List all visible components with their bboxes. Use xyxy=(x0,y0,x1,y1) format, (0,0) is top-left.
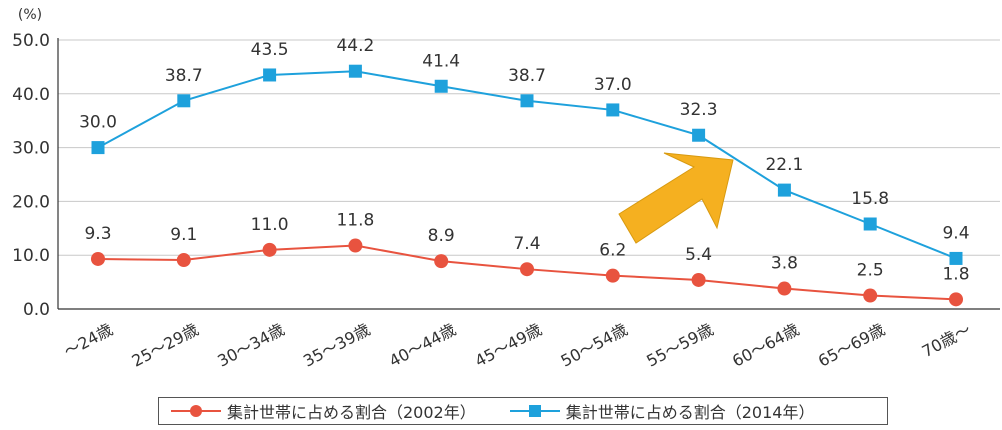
point-square-marker xyxy=(520,94,534,108)
y-tick-label: 0.0 xyxy=(23,300,50,320)
data-label: 11.0 xyxy=(251,215,289,235)
data-label: 7.4 xyxy=(513,234,540,254)
data-labels: 9.3 9.1 11.0 11.8 8.9 7.4 6.2 5.4 3.8 2.5 1.8 30.0 3… xyxy=(79,36,969,284)
point-square-marker xyxy=(692,128,706,142)
data-label: 8.9 xyxy=(428,226,455,246)
legend-label-2014: 集計世帯に占める割合（2014年） xyxy=(565,403,815,422)
y-tick-label: 20.0 xyxy=(12,192,50,212)
data-label: 9.1 xyxy=(170,225,197,245)
point-circle-marker xyxy=(863,288,878,303)
data-label: 3.8 xyxy=(771,254,798,274)
gridlines xyxy=(58,39,1000,256)
x-tick-label: 30〜34歳 xyxy=(214,320,287,371)
legend-label-2002: 集計世帯に占める割合（2002年） xyxy=(227,403,476,422)
point-square-marker xyxy=(348,64,362,78)
data-label: 22.1 xyxy=(765,155,803,175)
legend-square-icon xyxy=(528,405,541,417)
point-circle-marker xyxy=(777,281,792,296)
x-tick-label: 50〜54歳 xyxy=(558,320,631,371)
annotation-arrow xyxy=(618,152,734,244)
point-square-marker xyxy=(606,103,620,117)
y-tick-label: 10.0 xyxy=(12,246,50,266)
point-circle-marker xyxy=(605,268,620,283)
data-label: 9.3 xyxy=(84,224,111,244)
data-label: 43.5 xyxy=(251,40,289,60)
x-tick-label: 55〜59歳 xyxy=(643,320,716,371)
point-circle-marker xyxy=(262,242,277,257)
point-square-marker xyxy=(91,141,105,155)
point-square-marker xyxy=(949,251,963,265)
legend-marker-square xyxy=(509,401,560,421)
x-tick-label: 45〜49歳 xyxy=(472,320,545,371)
x-tick-label: 60〜64歳 xyxy=(729,320,802,371)
data-label: 5.4 xyxy=(685,245,712,265)
y-unit-label: (%) xyxy=(18,7,42,23)
point-square-marker xyxy=(177,94,191,108)
point-square-marker xyxy=(863,217,877,231)
y-tick-label: 50.0 xyxy=(12,31,50,51)
point-square-marker xyxy=(263,68,277,82)
point-circle-marker xyxy=(949,292,963,307)
point-circle-marker xyxy=(348,238,363,253)
data-label: 11.8 xyxy=(336,211,374,231)
x-tick-label: 65〜69歳 xyxy=(815,320,888,371)
data-label: 15.8 xyxy=(851,189,889,209)
x-tick-label: 〜24歳 xyxy=(61,320,116,361)
data-label: 6.2 xyxy=(599,241,626,261)
trend-arrow-icon xyxy=(618,152,734,244)
y-tick-label: 40.0 xyxy=(12,85,50,105)
legend-item-2014: 集計世帯に占める割合（2014年） xyxy=(498,398,815,424)
y-tick-label: 30.0 xyxy=(12,139,50,159)
point-circle-marker xyxy=(520,262,534,277)
data-label: 44.2 xyxy=(336,36,374,56)
data-label: 9.4 xyxy=(942,223,969,243)
data-label: 38.7 xyxy=(508,66,546,86)
data-label: 38.7 xyxy=(165,66,203,86)
data-label: 37.0 xyxy=(594,75,632,95)
point-square-marker xyxy=(777,183,791,197)
x-tick-label: 70歳〜 xyxy=(919,320,974,361)
legend: 集計世帯に占める割合（2002年） 集計世帯に占める割合（2014年） xyxy=(158,397,888,425)
chart-svg: 0.0 10.0 20.0 30.0 40.0 50.0 (%) 〜24歳 25〜29歳 30〜3… xyxy=(12,7,1000,371)
point-circle-marker xyxy=(176,253,191,268)
data-label: 32.3 xyxy=(680,100,718,120)
point-circle-marker xyxy=(91,251,105,266)
data-label: 30.0 xyxy=(79,113,117,133)
legend-circle-icon xyxy=(190,405,202,417)
point-circle-marker xyxy=(691,272,706,287)
legend-item-2002: 集計世帯に占める割合（2002年） xyxy=(159,398,476,424)
point-circle-marker xyxy=(434,254,449,269)
legend-marker-circle xyxy=(171,401,221,421)
series-group xyxy=(91,64,963,307)
data-label: 2.5 xyxy=(857,261,884,281)
data-label: 1.8 xyxy=(942,264,969,284)
data-label: 41.4 xyxy=(422,51,460,71)
x-tick-label: 35〜39歳 xyxy=(300,320,373,371)
point-square-marker xyxy=(434,79,448,93)
x-tick-label: 40〜44歳 xyxy=(386,320,459,371)
x-tick-label: 25〜29歳 xyxy=(129,320,202,371)
